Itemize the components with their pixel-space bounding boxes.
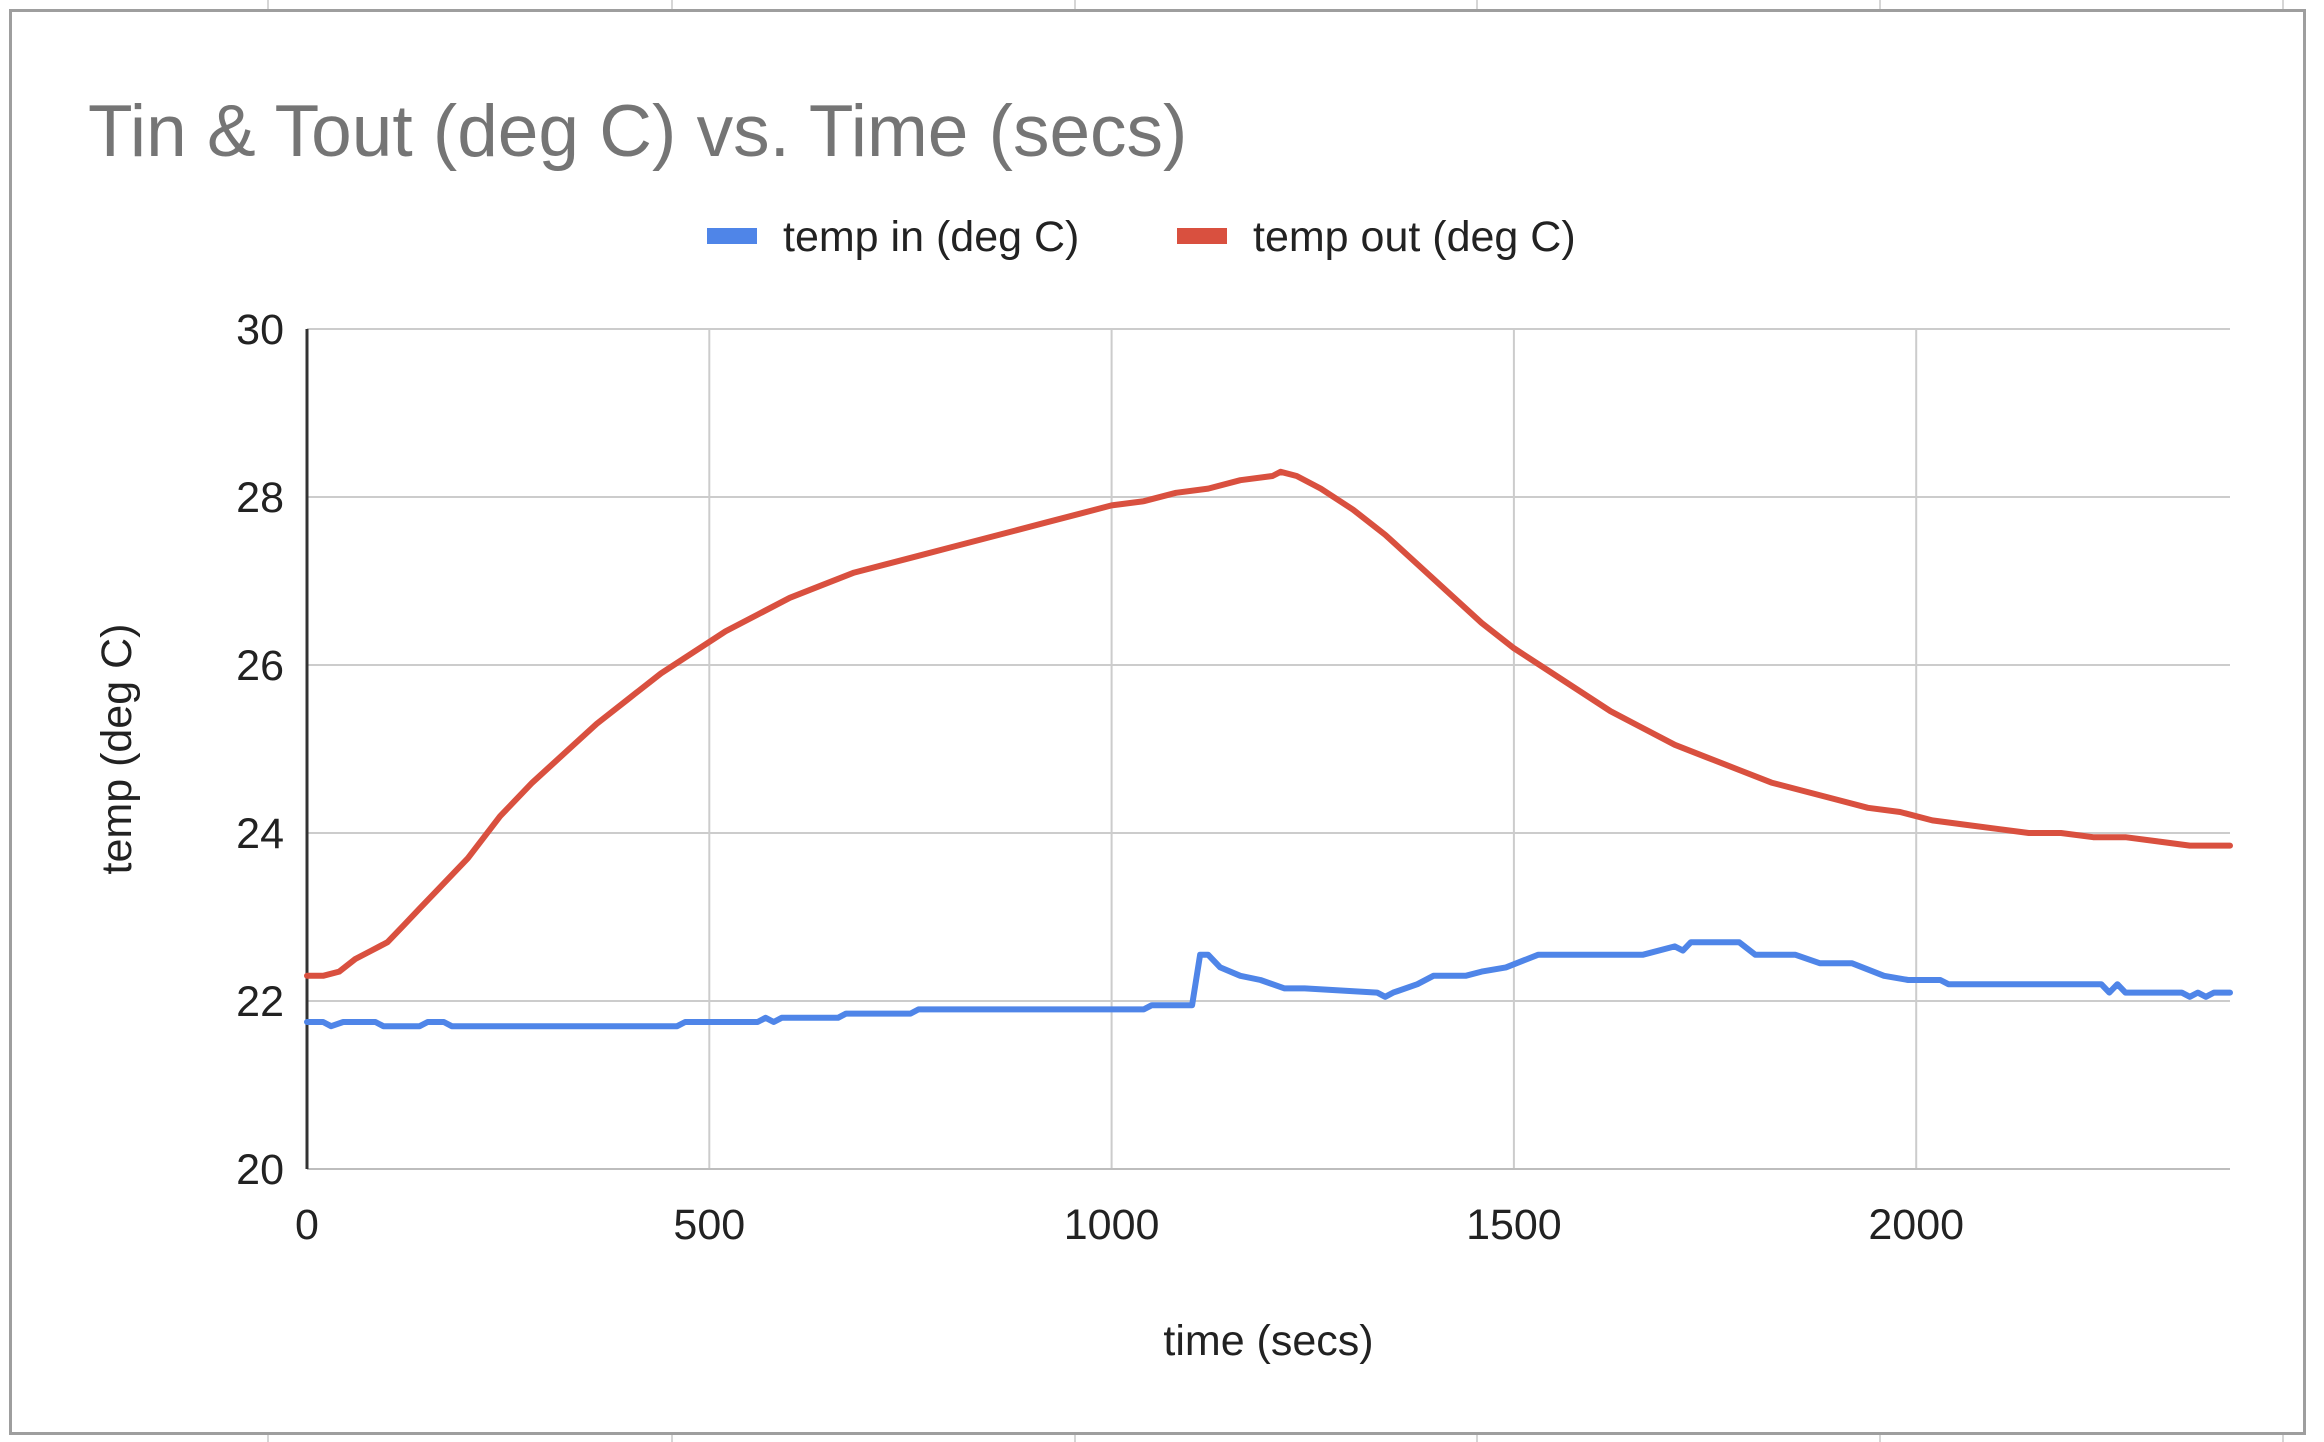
series-lines xyxy=(304,468,2233,1030)
y-tick-label: 22 xyxy=(236,978,284,1026)
y-tick-label: 28 xyxy=(236,474,284,522)
y-axis-title: temp (deg C) xyxy=(93,624,141,875)
x-tick-label: 2000 xyxy=(1868,1201,1964,1249)
chart-title: Tin & Tout (deg C) vs. Time (secs) xyxy=(88,91,1187,172)
x-axis-ticks: 0 500 1000 1500 2000 xyxy=(295,1201,1964,1249)
y-tick-label: 20 xyxy=(236,1146,284,1194)
y-axis-ticks: 20 22 24 26 28 30 xyxy=(236,306,284,1194)
x-tick-label: 1000 xyxy=(1064,1201,1160,1249)
x-tick-label: 0 xyxy=(295,1201,319,1249)
y-tick-label: 24 xyxy=(236,810,284,858)
legend-label-temp-in: temp in (deg C) xyxy=(783,213,1079,261)
x-axis-title: time (secs) xyxy=(1163,1317,1373,1365)
chart-container[interactable]: Tin & Tout (deg C) vs. Time (secs) temp … xyxy=(9,9,2306,1435)
line-chart: Tin & Tout (deg C) vs. Time (secs) temp … xyxy=(88,91,2233,1365)
y-tick-label: 26 xyxy=(236,642,284,690)
legend-label-temp-out: temp out (deg C) xyxy=(1253,213,1576,261)
legend-swatch-temp-out xyxy=(1177,228,1227,244)
x-tick-label: 500 xyxy=(673,1201,745,1249)
series-line-temp-in xyxy=(304,939,2233,1030)
series-line-temp-out xyxy=(304,468,2233,979)
grid-lines xyxy=(307,328,2230,1169)
legend: temp in (deg C) temp out (deg C) xyxy=(707,213,1576,261)
axes xyxy=(305,329,2230,1170)
legend-swatch-temp-in xyxy=(707,228,757,244)
x-tick-label: 1500 xyxy=(1466,1201,1562,1249)
y-tick-label: 30 xyxy=(236,306,284,354)
